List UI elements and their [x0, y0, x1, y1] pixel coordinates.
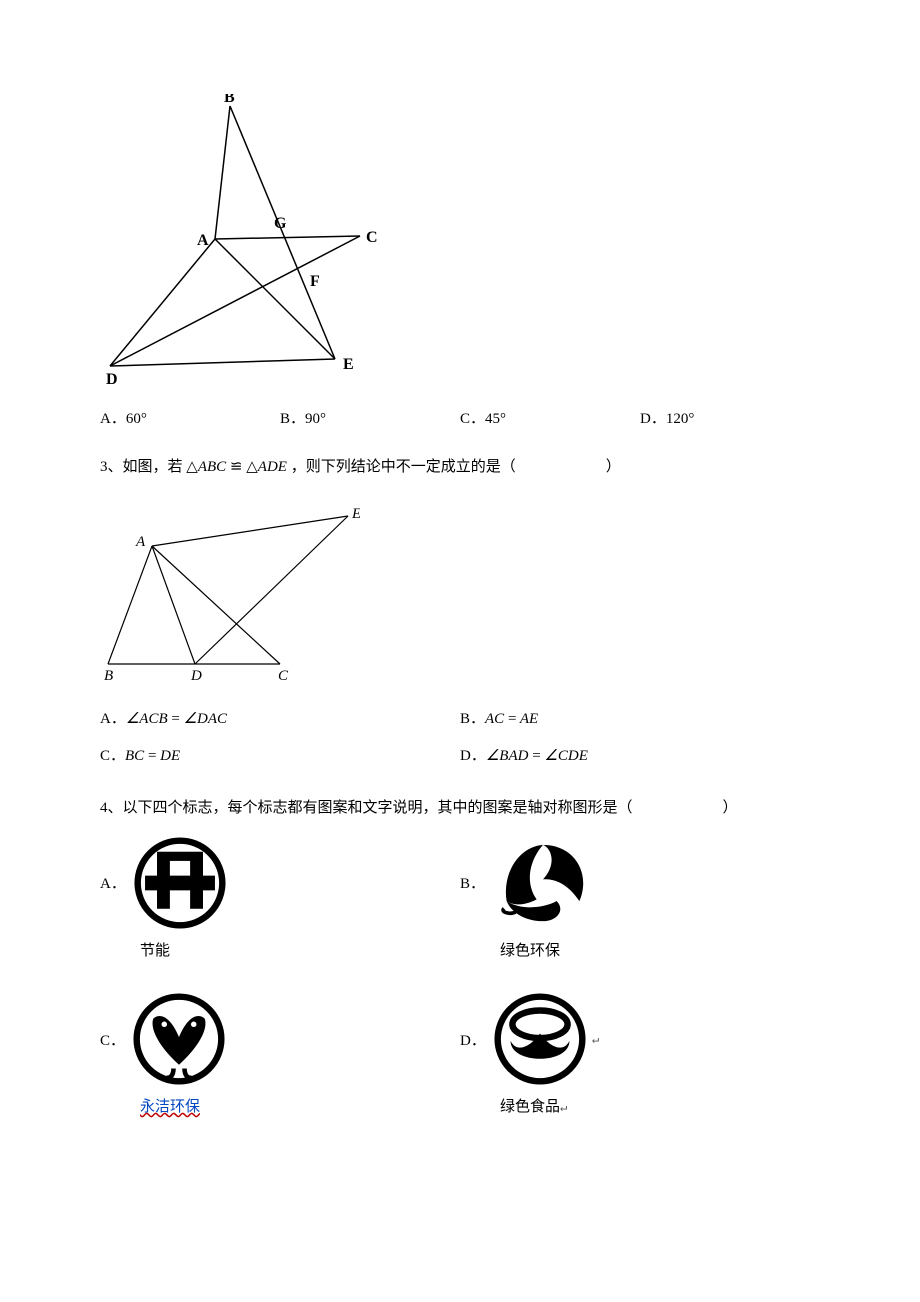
q3-diagram-svg: A B C D E	[100, 496, 360, 681]
q4-logo-a-caption: 节能	[140, 937, 460, 966]
q3-stem: 3、如图，若 △ABC ≌ △ADE ，则下列结论中不一定成立的是（ ）	[100, 453, 820, 482]
q2-options: A．60° B．90° C．45° D．120°	[100, 405, 820, 434]
q3-figure: A B C D E	[100, 496, 820, 692]
svg-text:C: C	[278, 668, 289, 681]
q2-option-a: A．60°	[100, 405, 280, 434]
q3-option-c: C．BC = DE	[100, 742, 460, 771]
svg-text:A: A	[197, 232, 209, 249]
q4-stem-close: ）	[723, 800, 738, 816]
q3-stem-pre: 如图，若	[123, 459, 183, 475]
svg-text:F: F	[310, 273, 320, 290]
svg-text:E: E	[343, 356, 354, 373]
q3-option-b: B．AC = AE	[460, 705, 820, 734]
q4-logo-b-letter: B．	[460, 870, 485, 929]
green-eco-icon	[493, 837, 593, 929]
q4-logo-c-cell: C． 永洁环保	[100, 993, 460, 1122]
q2-diagram-svg: A B C D E F G	[100, 94, 380, 384]
q4-logo-c-caption: 永洁环保	[140, 1093, 460, 1122]
q3-stem-close: ）	[606, 459, 621, 475]
q4-logo-a-letter: A．	[100, 870, 126, 929]
q4-logo-d-cell: D． ↵ 绿色食品↵	[460, 993, 820, 1122]
q4-logo-d-caption: 绿色食品↵	[500, 1093, 820, 1122]
svg-text:D: D	[106, 371, 118, 384]
q3-options: A．∠ACB = ∠DAC B．AC = AE C．BC = DE D．∠BAD…	[100, 701, 820, 774]
return-marker-2: ↵	[560, 1100, 567, 1114]
svg-text:C: C	[366, 229, 378, 246]
q3-math-congruence: △ABC ≌ △ADE	[186, 459, 287, 475]
q2-option-d-text: 120°	[666, 411, 695, 427]
q4-logo-grid: A． 节能 B． 绿色环保 C．	[100, 837, 820, 1150]
q4-stem: 4、以下四个标志，每个标志都有图案和文字说明，其中的图案是轴对称图形是（ ）	[100, 794, 820, 823]
q3-option-a: A．∠ACB = ∠DAC	[100, 705, 460, 734]
green-food-icon	[494, 993, 586, 1085]
q2-option-c-text: 45°	[485, 411, 506, 427]
clean-eco-icon	[133, 993, 225, 1085]
q4-logo-c-letter: C．	[100, 1027, 125, 1086]
svg-text:B: B	[104, 668, 113, 681]
q4-logo-b-cell: B． 绿色环保	[460, 837, 820, 966]
q2-option-b-text: 90°	[305, 411, 326, 427]
q4-logo-b-caption: 绿色环保	[500, 937, 820, 966]
q4-number: 4、	[100, 800, 123, 816]
q4-logo-a-cell: A． 节能	[100, 837, 460, 966]
q2-figure: A B C D E F G	[100, 94, 820, 395]
svg-text:E: E	[351, 506, 360, 522]
q2-option-b: B．90°	[280, 405, 460, 434]
q3-number: 3、	[100, 459, 123, 475]
q3-stem-post: ，则下列结论中不一定成立的是（	[291, 459, 516, 475]
svg-text:A: A	[135, 534, 146, 550]
q2-option-d: D．120°	[640, 405, 820, 434]
q4-stem-text: 以下四个标志，每个标志都有图案和文字说明，其中的图案是轴对称图形是（	[123, 800, 633, 816]
q4-logo-d-letter: D．	[460, 1027, 486, 1086]
energy-saving-icon	[134, 837, 226, 929]
svg-text:B: B	[224, 94, 235, 106]
q2-option-a-text: 60°	[126, 411, 147, 427]
q2-option-c: C．45°	[460, 405, 640, 434]
svg-text:G: G	[274, 215, 287, 232]
return-marker-1: ↵	[592, 1028, 599, 1051]
q3-option-d: D．∠BAD = ∠CDE	[460, 742, 820, 771]
svg-text:D: D	[190, 668, 202, 681]
